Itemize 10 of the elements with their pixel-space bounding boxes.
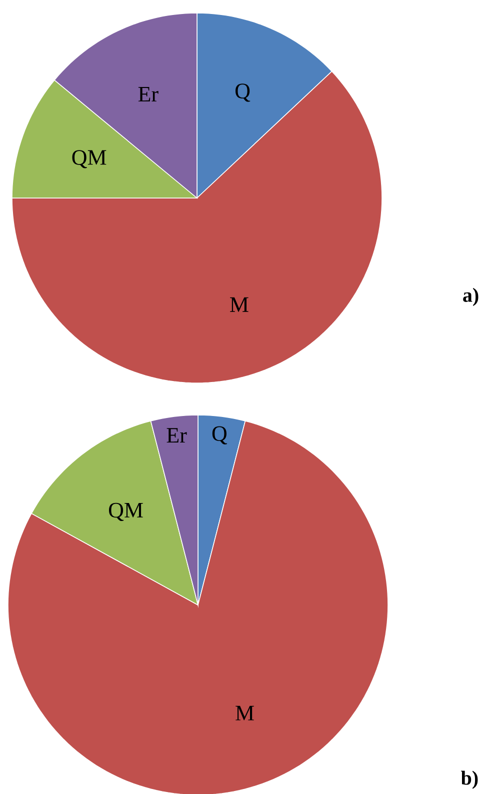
slice-label: M xyxy=(236,706,254,720)
slice-label: QM xyxy=(72,150,106,168)
text: b) xyxy=(461,770,478,789)
slice-label: Q xyxy=(236,84,250,102)
text: a) xyxy=(463,288,478,306)
slice-label: Q xyxy=(212,426,227,444)
slice-label: M xyxy=(230,297,248,312)
slice-label: Er xyxy=(138,87,158,102)
slice-label: Er xyxy=(166,428,187,443)
slice-label: QM xyxy=(108,502,143,521)
